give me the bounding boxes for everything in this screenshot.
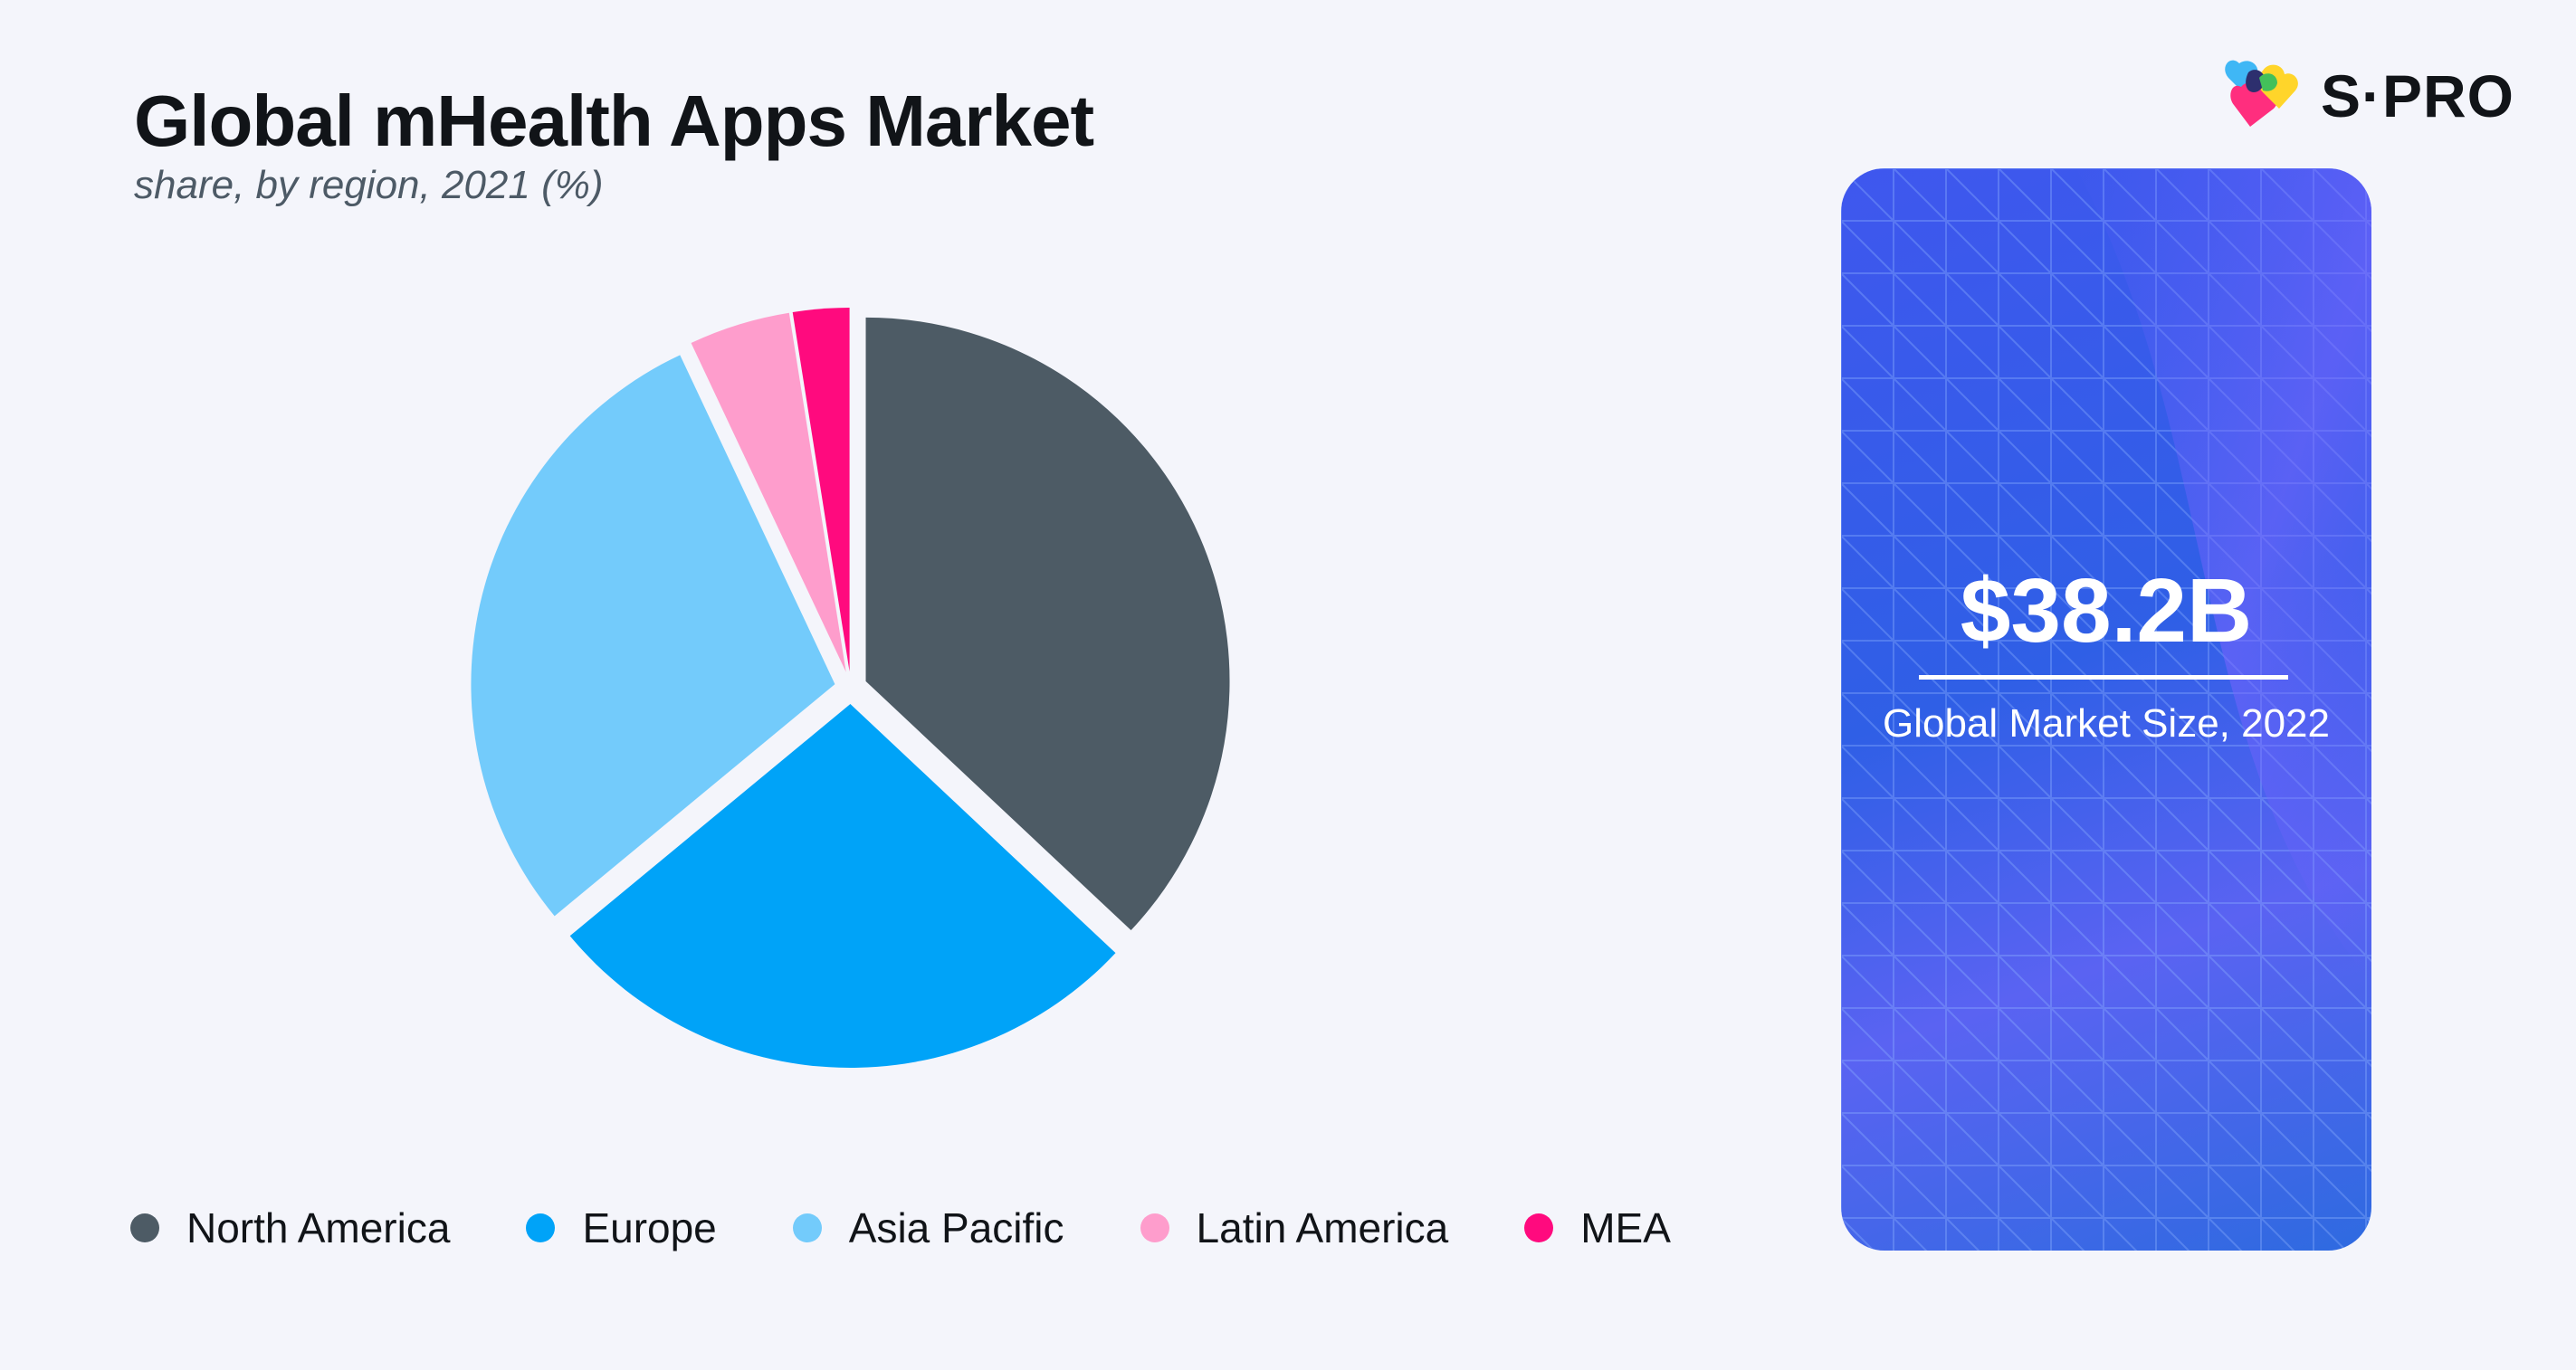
page-subtitle: share, by region, 2021 (%) <box>134 163 604 207</box>
page-title: Global mHealth Apps Market <box>134 81 1094 161</box>
legend-swatch <box>1140 1213 1169 1242</box>
legend-swatch <box>1524 1213 1554 1242</box>
brand-logo[interactable]: S·PRO <box>2223 51 2514 141</box>
market-size-card: $38.2B Global Market Size, 2022 <box>1841 168 2371 1251</box>
pie-slice-latin-america <box>691 312 846 672</box>
legend-label: Latin America <box>1196 1204 1449 1251</box>
legend-item-mea: MEA <box>1524 1204 1671 1252</box>
market-size-value: $38.2B <box>1960 560 2253 661</box>
legend-label: Asia Pacific <box>848 1204 1064 1251</box>
spro-hearts-logo-icon <box>2225 60 2298 127</box>
pie-slice-north-america <box>865 317 1230 931</box>
chart-legend: North America Europe Asia Pacific Latin … <box>130 1204 1747 1252</box>
legend-label: MEA <box>1580 1204 1671 1251</box>
pie-slice-mea <box>792 308 850 672</box>
pie-slice-asia-pacific <box>471 355 835 917</box>
market-size-label: Global Market Size, 2022 <box>1882 701 2331 746</box>
legend-swatch <box>130 1213 159 1242</box>
brand-name: S·PRO <box>2321 62 2515 129</box>
divider <box>1919 675 2288 680</box>
legend-swatch <box>526 1213 556 1242</box>
legend-label: Europe <box>582 1204 717 1251</box>
pie-chart <box>471 308 1230 1068</box>
pie-slice-europe <box>569 703 1116 1068</box>
legend-item-asia-pacific: Asia Pacific <box>792 1204 1064 1252</box>
legend-item-europe: Europe <box>526 1204 717 1252</box>
legend-item-north-america: North America <box>130 1204 450 1252</box>
legend-label: North America <box>186 1204 451 1251</box>
legend-item-latin-america: Latin America <box>1140 1204 1449 1252</box>
legend-swatch <box>792 1213 822 1242</box>
card-mesh-background <box>1841 168 2371 1251</box>
